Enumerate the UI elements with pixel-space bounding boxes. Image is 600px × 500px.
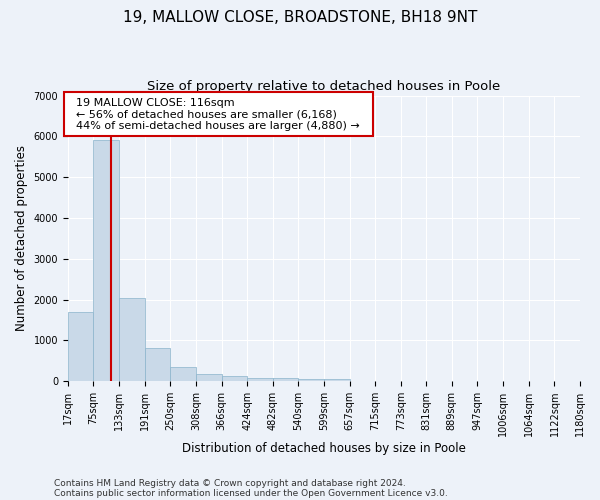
X-axis label: Distribution of detached houses by size in Poole: Distribution of detached houses by size … (182, 442, 466, 455)
Bar (68, 312, 94, 381)
Bar (94, 140, 119, 381)
Text: 19 MALLOW CLOSE: 116sqm
  ← 56% of detached houses are smaller (6,168)
  44% of : 19 MALLOW CLOSE: 116sqm ← 56% of detache… (69, 98, 367, 131)
Bar (272, 378, 298, 381)
Y-axis label: Number of detached properties: Number of detached properties (15, 146, 28, 332)
Bar (196, 374, 221, 381)
Text: Contains public sector information licensed under the Open Government Licence v3: Contains public sector information licen… (54, 488, 448, 498)
Bar (247, 378, 272, 381)
Bar (221, 376, 247, 381)
Text: 19, MALLOW CLOSE, BROADSTONE, BH18 9NT: 19, MALLOW CLOSE, BROADSTONE, BH18 9NT (123, 10, 477, 25)
Bar (119, 298, 145, 381)
Bar (324, 379, 350, 381)
Bar (170, 367, 196, 381)
Bar (298, 378, 324, 381)
Bar (145, 348, 170, 381)
Title: Size of property relative to detached houses in Poole: Size of property relative to detached ho… (148, 80, 500, 93)
Text: Contains HM Land Registry data © Crown copyright and database right 2024.: Contains HM Land Registry data © Crown c… (54, 478, 406, 488)
